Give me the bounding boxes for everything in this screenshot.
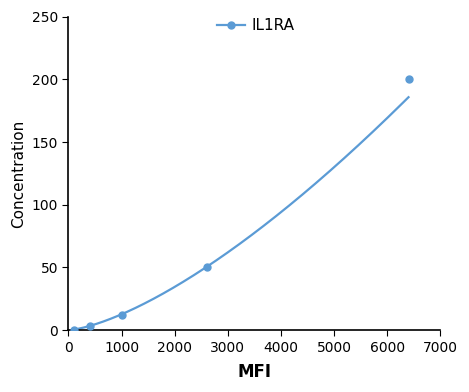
Legend: IL1RA: IL1RA	[218, 18, 294, 33]
Y-axis label: Concentration: Concentration	[11, 119, 26, 227]
X-axis label: MFI: MFI	[237, 363, 272, 381]
